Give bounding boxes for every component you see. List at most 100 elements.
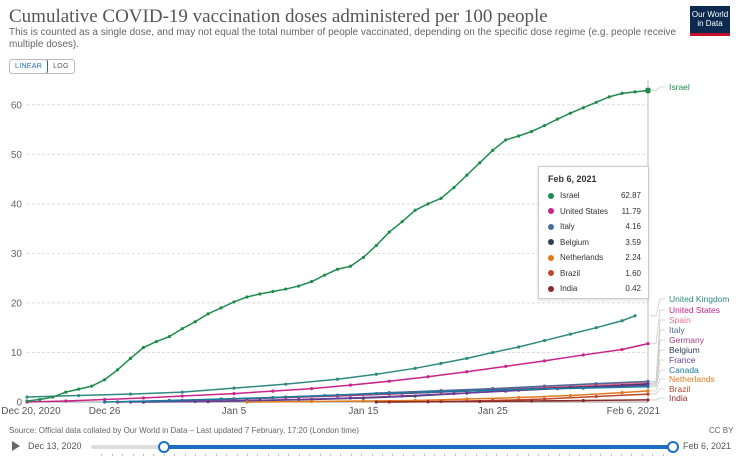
data-point: [25, 399, 29, 403]
legend-dot-icon: [548, 254, 554, 261]
data-point: [180, 394, 184, 398]
timeline-tick: [433, 454, 435, 456]
data-point: [620, 390, 624, 395]
timeline-tick: [621, 454, 623, 456]
timeline-start-handle[interactable]: [157, 441, 170, 453]
timeline-tick: [465, 454, 467, 456]
end-label: United Kingdom: [669, 294, 729, 304]
timeline-tick: [402, 454, 404, 456]
data-point: [361, 255, 365, 259]
data-point: [620, 319, 624, 323]
data-point: [103, 397, 107, 402]
data-point: [542, 397, 547, 401]
data-point: [310, 280, 314, 284]
timeline-tick: [163, 454, 165, 456]
timeline-tick: [589, 454, 591, 456]
timeline-tick: [153, 454, 155, 456]
data-point: [219, 397, 223, 401]
tooltip-country: Netherlands: [560, 253, 604, 263]
data-point: [374, 400, 378, 404]
end-label-connector: [650, 378, 665, 392]
timeline-selected-range: [163, 445, 673, 449]
end-label: France: [669, 355, 696, 365]
data-point: [374, 372, 378, 376]
timeline-tick: [122, 454, 124, 456]
timeline-end-handle[interactable]: [667, 441, 679, 453]
tooltip-row: Italy 4.16: [539, 219, 648, 235]
x-tick-label: Jan 25: [478, 406, 508, 417]
tooltip-country: India: [560, 284, 578, 294]
timeline-tick: [413, 454, 415, 456]
data-point: [517, 134, 521, 138]
legend-dot-icon: [548, 285, 554, 292]
data-point: [568, 332, 572, 336]
data-point: [465, 356, 469, 361]
tooltip-country: Brazil: [560, 268, 581, 278]
data-point: [206, 312, 210, 316]
timeline-tick: [350, 454, 352, 456]
data-point: [607, 95, 611, 99]
tooltip-row: India 0.42: [539, 281, 648, 297]
tooltip-row: Netherlands 2.24: [539, 250, 648, 266]
hover-tooltip: Feb 6, 2021 Israel 62.87 United States 11.7…: [538, 166, 649, 299]
tooltip-value: 1.60: [625, 268, 641, 278]
timeline-tick: [641, 454, 643, 456]
data-point: [581, 353, 585, 357]
y-tick-label: 0: [16, 398, 22, 409]
data-point: [348, 383, 353, 387]
tooltip-value: 2.24: [625, 253, 641, 263]
end-label: Spain: [669, 315, 691, 325]
timeline-tick: [392, 454, 394, 456]
data-point: [361, 399, 365, 403]
data-point: [64, 390, 68, 394]
data-point: [51, 395, 55, 399]
data-point: [413, 366, 417, 370]
data-point: [439, 361, 443, 365]
data-point: [64, 399, 68, 403]
owid-logo[interactable]: Our World in Data: [690, 6, 730, 36]
linear-scale-button[interactable]: LINEAR: [9, 60, 49, 73]
tooltip-country: United States: [560, 206, 609, 216]
data-point: [478, 161, 482, 165]
data-point: [517, 345, 521, 349]
timeline-tick: [444, 454, 446, 456]
israel-end-marker: [645, 87, 651, 94]
timeline-tick: [298, 454, 300, 456]
data-point: [542, 359, 547, 363]
play-icon[interactable]: [12, 441, 20, 451]
timeline-tick: [600, 454, 602, 456]
log-scale-button[interactable]: LOG: [53, 63, 69, 70]
tooltip-row: Brazil 1.60: [539, 266, 648, 282]
data-point: [77, 387, 81, 391]
timeline-track[interactable]: [91, 441, 679, 456]
data-point: [620, 91, 624, 95]
license-link[interactable]: CC BY: [709, 426, 734, 435]
timeline-tick: [184, 454, 186, 456]
data-point: [413, 208, 417, 212]
data-point: [555, 117, 560, 121]
end-label: Brazil: [669, 384, 690, 394]
timeline-tick: [496, 454, 498, 456]
data-point: [115, 368, 120, 372]
data-point: [193, 399, 197, 404]
data-point: [103, 400, 107, 404]
data-point: [542, 123, 547, 128]
legend-dot-icon: [548, 270, 554, 277]
data-point: [646, 385, 650, 389]
end-label-connector: [650, 388, 665, 395]
data-point: [491, 148, 495, 152]
timeline-tick: [423, 454, 425, 456]
tooltip-value: 3.59: [625, 237, 641, 247]
series-line-united-kingdom: [26, 315, 636, 398]
timeline-tick: [652, 454, 654, 456]
data-point: [348, 396, 353, 400]
data-point: [103, 378, 107, 382]
data-point: [271, 389, 275, 393]
timeline-tick: [101, 454, 103, 456]
timeline-tick: [610, 454, 612, 456]
data-point: [284, 287, 288, 291]
timeline-tick: [340, 454, 342, 456]
timeline-tick: [537, 454, 539, 456]
timeline-tick: [236, 454, 238, 456]
data-point: [646, 398, 650, 402]
